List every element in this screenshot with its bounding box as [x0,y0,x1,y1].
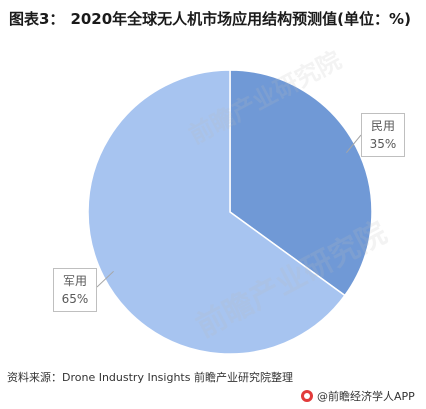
slice-label-value: 35% [369,137,397,151]
pie-slices [87,69,373,355]
slice-label-name: 民用 [370,119,395,133]
chart-title-block: 图表3： 2020年全球无人机市场应用结构预测值(单位：%) [9,8,414,30]
slice-label-name: 军用 [62,274,87,288]
brand-credit: @前瞻经济学人APP [301,388,415,404]
figure-label: 图表3： [9,10,65,28]
slice-label-civil: 民用 35% [361,113,405,157]
qianzhan-logo-icon [301,390,313,402]
brand-text: @前瞻经济学人APP [317,390,415,403]
slice-label-value: 65% [61,292,89,306]
source-note: 资料来源：Drone Industry Insights 前瞻产业研究院整理 [7,371,293,384]
slice-label-military: 军用 65% [53,268,97,312]
pie-slice-civil [229,69,373,297]
leader-line-civil [346,134,362,154]
leader-line-military [96,270,114,288]
chart-title: 2020年全球无人机市场应用结构预测值(单位：%) [70,10,411,28]
pie-slice-military [87,69,346,355]
